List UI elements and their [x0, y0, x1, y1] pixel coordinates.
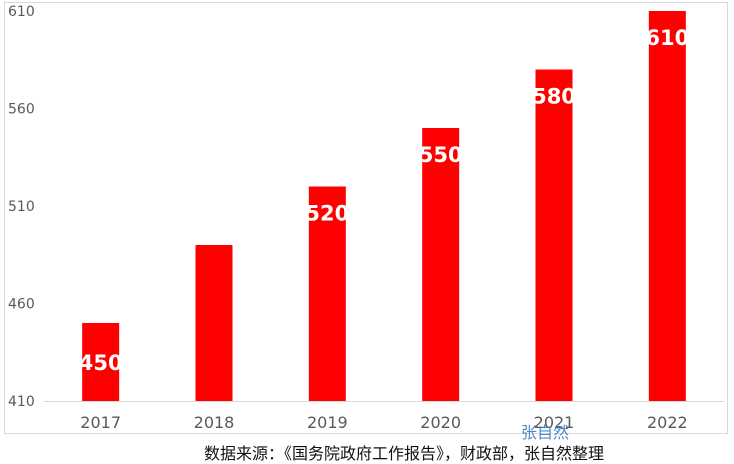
x-axis: 2017 2018 2019 2020 2021 2022 — [80, 413, 687, 432]
bar — [535, 69, 573, 401]
y-tick-label: 410 — [8, 394, 35, 410]
y-tick-label: 560 — [8, 102, 35, 118]
source-note: 数据来源：《国务院政府工作报告》，财政部，张自然整理 — [204, 444, 605, 463]
x-tick-label: 2020 — [420, 413, 461, 432]
bars-group: 450 520 550 580 610 — [79, 11, 689, 401]
bar — [422, 128, 460, 401]
data-label: 520 — [305, 202, 349, 226]
y-tick-label: 610 — [8, 4, 35, 20]
watermark: 张自然 — [521, 423, 570, 442]
data-label: 580 — [532, 85, 576, 109]
bar — [648, 11, 686, 401]
x-tick-label: 2021 — [534, 413, 575, 432]
chart-frame — [4, 2, 728, 434]
x-tick-label: 2017 — [80, 413, 121, 432]
y-axis: 410 460 510 560 610 — [8, 4, 35, 410]
data-label: 550 — [419, 143, 463, 167]
x-tick-label: 2022 — [647, 413, 688, 432]
x-tick-label: 2018 — [194, 413, 235, 432]
bar — [82, 323, 120, 401]
y-tick-label: 510 — [8, 199, 35, 215]
data-label: 610 — [645, 26, 689, 50]
bar — [308, 186, 346, 401]
data-label: 450 — [79, 351, 123, 375]
y-tick-label: 460 — [8, 297, 35, 313]
x-tick-label: 2019 — [307, 413, 348, 432]
bar — [195, 245, 233, 401]
